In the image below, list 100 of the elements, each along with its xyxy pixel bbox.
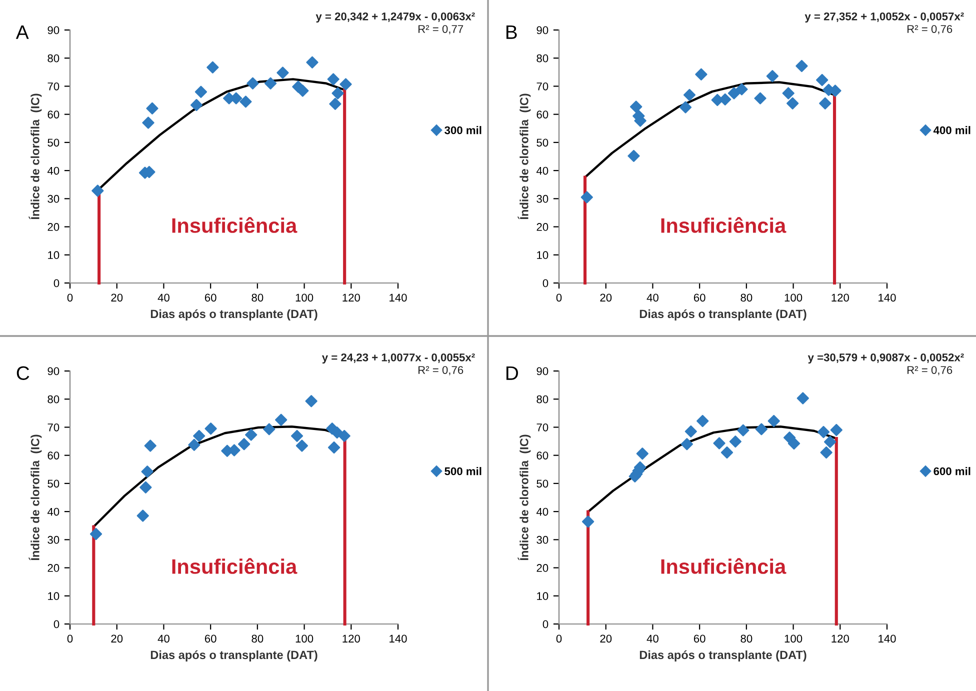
y-tick-label: 40 [536,166,548,175]
y-tick-label: 0 [542,620,548,628]
x-tick-label: 140 [878,294,896,302]
annotation: Insuficiência [661,217,786,233]
y-tick-label: 50 [536,138,548,147]
x-tick-label: 100 [296,294,314,302]
x-tick-label: 60 [204,634,216,643]
annotation: Insuficiência [661,558,786,574]
x-tick-label: 40 [646,634,658,643]
y-tick-label: 30 [536,194,548,203]
chart-title: A [16,25,29,39]
x-tick-label: 140 [878,634,896,643]
y-tick-label: 90 [48,367,60,376]
y-axis-title: Índice de clorofila (IC) [518,94,531,220]
y-tick-label: 70 [536,423,548,432]
y-tick-label: 90 [536,26,548,34]
x-tick-label: 0 [67,294,73,302]
y-tick-label: 20 [536,223,548,231]
annotation: Insuficiência [172,558,298,574]
x-tick-label: 0 [556,294,562,302]
y-tick-label: 60 [536,452,548,460]
y-axis-title: Índice de clorofila (IC) [28,94,42,220]
x-tick-label: 80 [252,294,264,302]
y-axis-title: Índice de clorofila (IC) [28,434,42,560]
x-tick-label: 0 [67,634,73,643]
y-tick-label: 50 [48,138,60,147]
y-tick-label: 30 [48,194,60,203]
x-tick-label: 20 [600,634,612,643]
x-tick-label: 40 [158,294,170,302]
y-tick-label: 40 [536,508,548,516]
x-tick-label: 40 [158,634,170,643]
x-tick-label: 20 [600,294,612,302]
annotation: Insuficiência [172,217,298,233]
y-tick-label: 40 [47,166,60,175]
x-tick-label: 120 [832,294,849,302]
text: R² = 0,76 [908,366,952,376]
x-tick-label: 40 [646,294,658,302]
y-tick-label: 60 [48,452,60,460]
x-tick-label: 80 [252,634,264,643]
y-tick-label: 20 [48,223,60,231]
y-tick-label: 20 [536,564,548,572]
x-axis-title: Dias após o transplante (DAT) [150,309,318,320]
text: R² = 0,76 [418,366,464,376]
chart-title: D [506,366,518,380]
y-tick-label: 50 [48,480,60,488]
x-tick-label: 20 [111,294,123,302]
x-tick-label: 120 [832,634,849,643]
y-tick-label: 80 [536,54,548,62]
x-tick-label: 100 [784,634,802,643]
y-tick-label: 0 [54,620,60,628]
y-axis-title: Índice de clorofila (IC) [518,434,531,560]
x-tick-label: 60 [204,294,216,302]
y-tick-label: 0 [542,279,548,288]
chart-title: B [506,25,517,39]
x-tick-label: 100 [296,634,314,643]
y-tick-label: 90 [48,26,60,34]
x-axis-title: Dias após o transplante (DAT) [640,650,806,662]
y-tick-label: 10 [537,251,548,260]
y-tick-label: 30 [48,536,60,544]
y-tick-label: 10 [48,251,60,260]
legend-label: 600 mil [934,467,970,476]
y-tick-label: 0 [54,279,60,288]
x-tick-label: 20 [111,634,123,643]
x-tick-label: 80 [740,294,752,302]
x-axis-title: Dias após o transplante (DAT) [150,650,318,662]
y-tick-label: 10 [537,592,548,600]
text: R² = 0,77 [418,25,464,34]
x-tick-label: 100 [784,294,802,302]
text: y =30,579 + 0,9087x - 0,0052x² [808,353,964,364]
text: y = 20,342 + 1,2479x - 0,0063x² [316,12,475,23]
text: y = 24,23 + 1,0077x - 0,0055x² [322,353,475,364]
text: y = 27,352 + 1,0052x - 0,0057x² [804,12,964,23]
y-tick-label: 60 [48,110,60,118]
y-tick-label: 10 [48,592,60,600]
x-tick-label: 140 [390,294,407,302]
x-tick-label: 140 [390,634,407,643]
x-tick-label: 0 [556,634,562,643]
legend-label: 300 mil [444,126,482,134]
x-axis-title: Dias após o transplante (DAT) [640,309,806,320]
y-tick-label: 70 [536,82,548,90]
y-tick-label: 90 [536,367,548,376]
y-tick-label: 20 [48,564,60,572]
chart-title: C [16,366,30,380]
y-tick-label: 70 [48,423,60,432]
y-tick-label: 60 [536,110,548,118]
y-tick-label: 40 [47,508,60,516]
x-tick-label: 60 [694,634,706,643]
legend-label: 400 mil [933,126,970,134]
text: R² = 0,76 [908,25,952,34]
y-tick-label: 30 [536,536,548,544]
x-tick-label: 120 [342,634,360,643]
y-tick-label: 50 [536,480,548,488]
y-tick-label: 80 [48,395,60,404]
x-tick-label: 60 [694,294,706,302]
legend-label: 500 mil [444,467,482,476]
x-tick-label: 80 [740,634,752,643]
y-tick-label: 80 [48,54,60,62]
y-tick-label: 80 [536,395,548,404]
x-tick-label: 120 [342,294,360,302]
y-tick-label: 70 [48,82,60,90]
